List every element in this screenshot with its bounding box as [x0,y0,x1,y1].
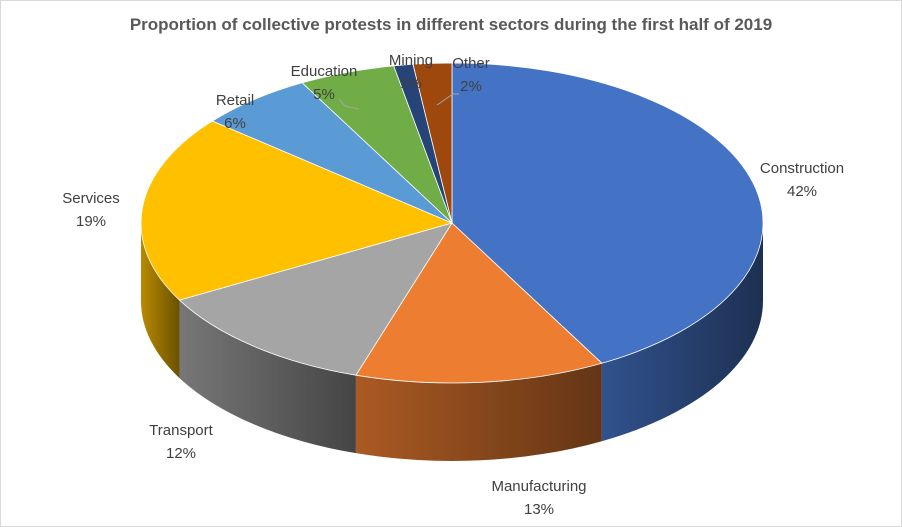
pie-side-walls [141,223,763,462]
pie-side-services [141,223,180,379]
pie-side-manufacturing [355,363,602,462]
data-label-services: Services 19% [62,190,120,230]
data-label-mining: Mining 1% [389,52,433,92]
pie-side-construction [601,223,763,442]
data-labels: Construction 42% Manufacturing 13% Transport… [62,52,844,518]
leader-line-education [338,98,360,110]
pie-top-faces [140,62,764,384]
data-label-manufacturing: Manufacturing 13% [491,478,586,518]
data-label-construction: Construction 42% [760,160,844,200]
data-label-education: Education 5% [291,63,358,103]
pie-slice-transport [178,222,453,376]
data-label-transport: Transport 12% [149,422,213,462]
leader-lines [338,93,459,110]
pie-slice-services [140,120,454,301]
data-label-other: Other 2% [452,55,490,95]
pie-side-transport [179,300,356,454]
chart-title: Proportion of collective protests in dif… [129,15,773,34]
pie-slice-other [412,62,453,224]
pie-slice-manufacturing [355,222,603,384]
pie-slice-construction [451,62,764,364]
leader-line-other [436,93,459,106]
data-label-retail: Retail 6% [216,92,254,132]
